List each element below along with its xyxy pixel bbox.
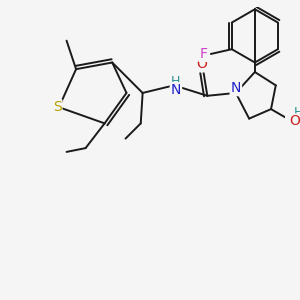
Text: N: N — [171, 83, 181, 97]
Text: O: O — [196, 57, 207, 71]
Text: H: H — [171, 75, 181, 88]
Text: H: H — [294, 106, 300, 119]
Text: F: F — [199, 47, 207, 61]
Text: O: O — [290, 115, 300, 128]
Text: N: N — [231, 81, 241, 95]
Text: S: S — [53, 100, 62, 114]
